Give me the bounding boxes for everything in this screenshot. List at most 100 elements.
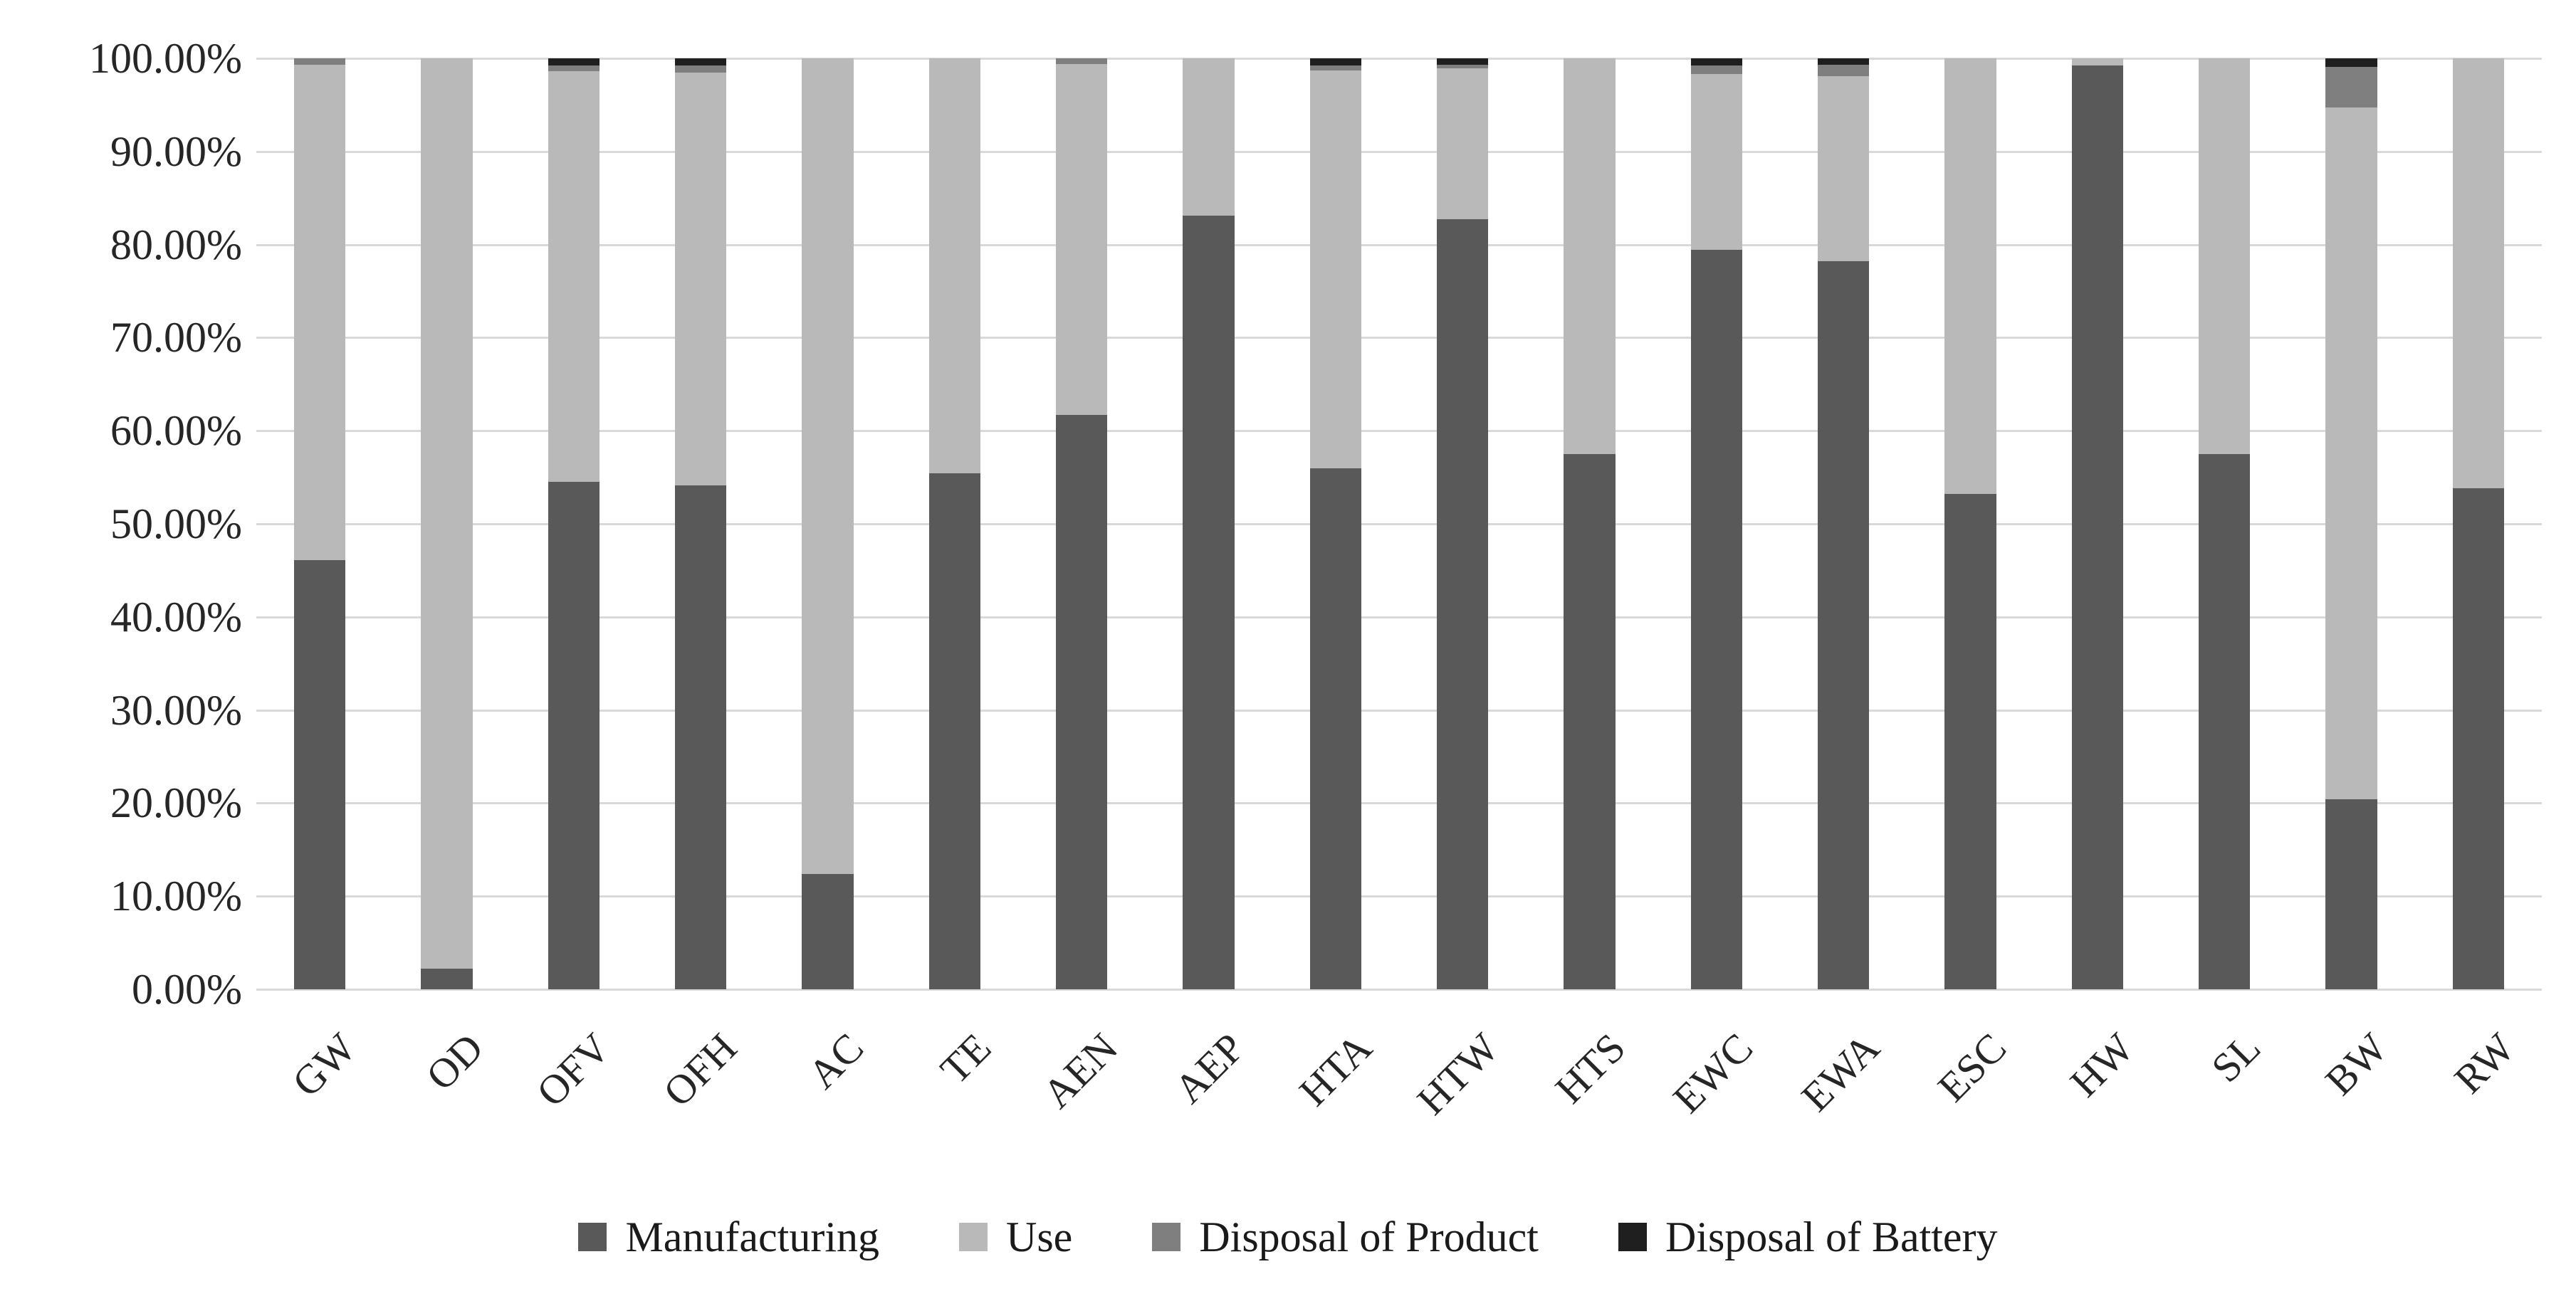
plot-area: 100.00% 90.00% 80.00% 70.00% 60.00% 50.00% 40.… <box>89 37 2542 1124</box>
segment-manufacturing <box>2452 488 2504 989</box>
gridline <box>256 150 2542 153</box>
stacked-bar-hts <box>1564 58 1616 989</box>
stacked-bar-rw <box>2452 58 2504 989</box>
bar-slot-od: OD <box>383 58 510 1099</box>
bar-slot-ofv: OFV <box>511 58 637 1115</box>
segment-manufacturing <box>802 873 854 989</box>
stacked-bar-od <box>421 58 473 989</box>
stacked-bar-gw <box>294 58 346 989</box>
segment-manufacturing <box>2198 453 2251 989</box>
segment-manufacturing <box>1437 219 1489 989</box>
stacked-bar-ewc <box>1690 58 1742 989</box>
stacked-bar-aen <box>1056 58 1108 989</box>
segment-disposal-of-product <box>1056 58 1108 64</box>
segment-manufacturing <box>1309 468 1361 989</box>
segment-use <box>1944 58 1996 495</box>
y-axis-tick-label: 10.00% <box>110 873 242 920</box>
segment-use <box>1437 68 1489 220</box>
segment-use <box>2071 58 2123 66</box>
y-axis-tick-label: 80.00% <box>110 221 242 268</box>
bar-slot-sl: SL <box>2161 58 2288 1091</box>
bar-slot-te: TE <box>891 58 1018 1092</box>
segment-disposal-of-product <box>1690 65 1742 75</box>
segment-manufacturing <box>294 560 346 989</box>
y-axis-tick-label: 20.00% <box>110 779 242 827</box>
segment-manufacturing <box>1944 494 1996 989</box>
stacked-bar-ac <box>802 58 854 989</box>
stacked-bar-htw <box>1437 58 1489 989</box>
segment-manufacturing <box>1817 261 1870 989</box>
segment-disposal-of-product <box>294 58 346 65</box>
gridline <box>256 802 2542 805</box>
segment-manufacturing <box>675 485 727 989</box>
gridline <box>256 989 2542 991</box>
segment-use <box>1056 63 1108 415</box>
segment-disposal-of-battery <box>548 58 600 66</box>
bar-slot-esc: ESC <box>1907 58 2033 1110</box>
stacked-bar-bw <box>2325 58 2377 989</box>
gridline <box>256 709 2542 712</box>
stacked-bar-hta <box>1309 58 1361 989</box>
segment-use <box>421 58 473 969</box>
segment-manufacturing <box>2071 65 2123 989</box>
legend-label: Disposal of Battery <box>1665 1213 1998 1260</box>
segment-manufacturing <box>928 473 980 989</box>
segment-disposal-of-battery <box>1690 58 1742 66</box>
bar-slot-gw: GW <box>256 58 383 1105</box>
legend-label: Disposal of Product <box>1199 1213 1539 1260</box>
legend-swatch-icon <box>578 1223 607 1251</box>
legend-item-manufacturing: Manufacturing <box>578 1214 879 1260</box>
segment-use <box>548 71 600 483</box>
segment-disposal-of-battery <box>1309 58 1361 66</box>
gridline <box>256 243 2542 246</box>
legend-item-disposal-of-battery: Disposal of Battery <box>1618 1214 1998 1260</box>
legend-label: Manufacturing <box>625 1213 879 1260</box>
bars-container: GW OD OFV OFH AC TE AEN AEP HTA HTW HTS EWC EWA ESC HW… <box>256 58 2542 1124</box>
segment-use <box>2452 58 2504 489</box>
segment-disposal-of-battery <box>1437 58 1489 65</box>
segment-use <box>2325 107 2377 800</box>
bar-slot-aep: AEP <box>1145 58 1272 1112</box>
gridline <box>256 616 2542 618</box>
y-axis-tick-label: 100.00% <box>89 35 242 82</box>
segment-use <box>802 58 854 874</box>
legend-swatch-icon <box>1152 1223 1181 1251</box>
stacked-bar-te <box>928 58 980 989</box>
stacked-bar-ofv <box>548 58 600 989</box>
y-axis-tick-label: 70.00% <box>110 314 242 362</box>
bar-slot-ofh: OFH <box>637 58 764 1115</box>
y-axis-tick-label: 0.00% <box>132 966 242 1013</box>
segment-manufacturing <box>1690 250 1742 989</box>
segment-disposal-of-product <box>548 65 600 72</box>
bar-slot-hts: HTS <box>1526 58 1653 1112</box>
segment-manufacturing <box>1564 453 1616 989</box>
legend-label: Use <box>1006 1213 1073 1260</box>
bar-slot-ac: AC <box>764 58 891 1097</box>
bar-slot-hta: HTA <box>1272 58 1399 1115</box>
stacked-bar-aep <box>1183 58 1235 989</box>
bar-slot-hw: HW <box>2034 58 2161 1105</box>
gridline <box>256 430 2542 433</box>
segment-disposal-of-product <box>1437 65 1489 69</box>
y-axis-tick-label: 50.00% <box>110 500 242 547</box>
stacked-bar-esc <box>1944 58 1996 989</box>
bar-slot-ewa: EWA <box>1780 58 1907 1120</box>
bar-slot-rw: RW <box>2415 58 2542 1102</box>
legend-item-use: Use <box>959 1214 1072 1260</box>
bar-slot-bw: BW <box>2288 58 2414 1104</box>
y-axis-tick-label: 30.00% <box>110 686 242 734</box>
bar-slot-ewc: EWC <box>1653 58 1780 1122</box>
segment-disposal-of-battery <box>1817 58 1870 65</box>
segment-use <box>675 72 727 486</box>
gridline <box>256 58 2542 60</box>
gridline <box>256 523 2542 525</box>
y-axis-tick-label: 90.00% <box>110 127 242 175</box>
legend-item-disposal-of-product: Disposal of Product <box>1152 1214 1539 1260</box>
stacked-bar-sl <box>2198 58 2251 989</box>
segment-manufacturing <box>421 969 473 989</box>
segment-manufacturing <box>548 482 600 989</box>
segment-manufacturing <box>1183 216 1235 989</box>
segment-disposal-of-product <box>1817 65 1870 76</box>
segment-disposal-of-product <box>675 65 727 73</box>
